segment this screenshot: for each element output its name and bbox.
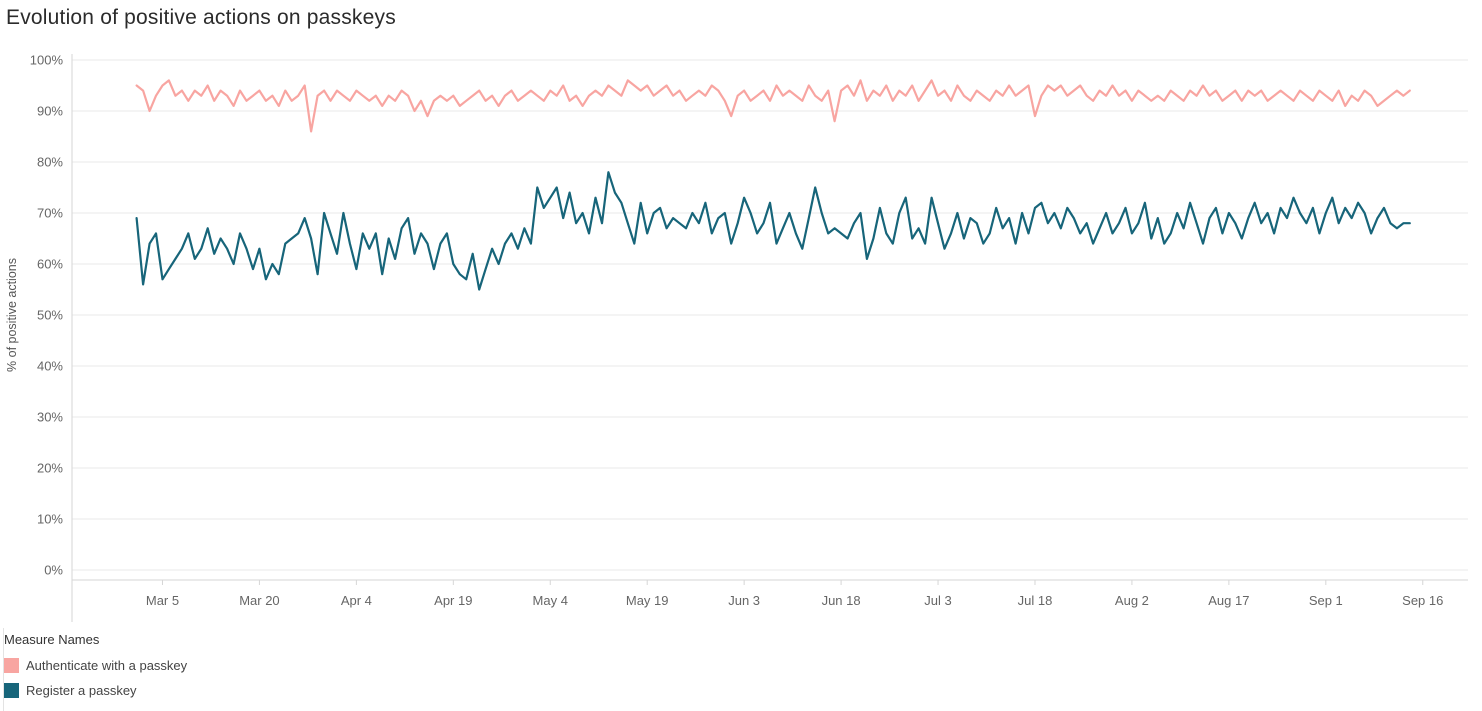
- line-chart[interactable]: 0% 10% 20% 30% 40% 50% 60% 70% 80% 90% 100% Mar 5 Ma…: [0, 0, 1482, 626]
- x-tick-label: May 4: [533, 593, 568, 608]
- x-tick-label: May 19: [626, 593, 669, 608]
- x-tick-label: Jun 3: [728, 593, 760, 608]
- x-tick-label: Sep 16: [1402, 593, 1443, 608]
- legend: Measure Names Authenticate with a passke…: [0, 628, 400, 703]
- y-tick-label: 60%: [37, 257, 63, 272]
- x-tick-label: Aug 17: [1208, 593, 1249, 608]
- x-tick-label: Apr 19: [434, 593, 472, 608]
- y-tick-label: 30%: [37, 410, 63, 425]
- y-tick-label: 40%: [37, 359, 63, 374]
- x-tick-label: Sep 1: [1309, 593, 1343, 608]
- y-tick-label: 80%: [37, 155, 63, 170]
- x-tick-label: Jun 18: [822, 593, 861, 608]
- x-tick-label: Jul 3: [924, 593, 951, 608]
- series-line-1[interactable]: [135, 171, 1411, 291]
- page-title: Evolution of positive actions on passkey…: [6, 6, 396, 29]
- legend-label-register: Register a passkey: [26, 683, 137, 698]
- legend-divider: [3, 628, 4, 711]
- legend-item-register[interactable]: Register a passkey: [2, 678, 400, 703]
- x-tick-label: Apr 4: [341, 593, 372, 608]
- series-line-0[interactable]: [135, 79, 1411, 133]
- y-axis-title: % of positive actions: [5, 258, 19, 372]
- y-tick-label: 90%: [37, 104, 63, 119]
- x-tick-label: Mar 20: [239, 593, 279, 608]
- legend-title: Measure Names: [4, 632, 100, 647]
- register-series-swatch: [4, 683, 19, 698]
- legend-item-authenticate[interactable]: Authenticate with a passkey: [2, 653, 400, 678]
- y-tick-label: 20%: [37, 461, 63, 476]
- authenticate-series-swatch: [4, 658, 19, 673]
- y-tick-label: 100%: [30, 53, 64, 68]
- x-tick-label: Jul 18: [1018, 593, 1053, 608]
- x-tick-label: Aug 2: [1115, 593, 1149, 608]
- x-tick-label: Mar 5: [146, 593, 179, 608]
- y-tick-label: 0%: [44, 563, 63, 578]
- y-tick-label: 70%: [37, 206, 63, 221]
- y-tick-label: 50%: [37, 308, 63, 323]
- legend-label-authenticate: Authenticate with a passkey: [26, 658, 188, 673]
- y-tick-label: 10%: [37, 512, 63, 527]
